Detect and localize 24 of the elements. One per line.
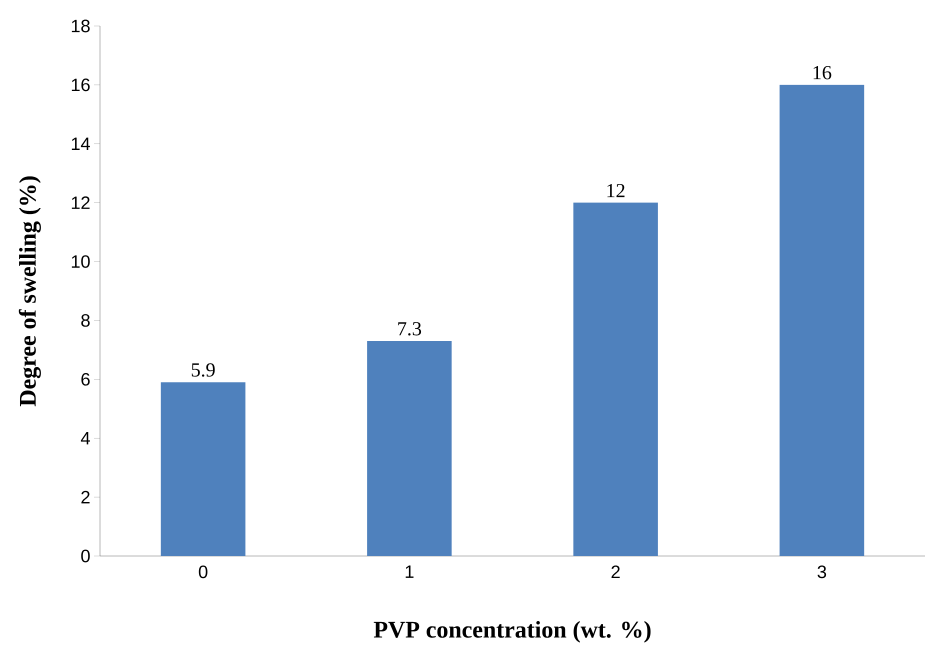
data-label: 12 <box>607 184 624 198</box>
y-axis-title: Degree of swelling (%) <box>18 176 41 406</box>
y-tick-label: 16 <box>72 78 90 92</box>
x-tick-label: 0 <box>198 566 208 578</box>
x-tick-label: 1 <box>406 566 414 578</box>
y-tick-label: 14 <box>72 138 90 150</box>
y-tick-label: 8 <box>81 314 90 327</box>
data-label: 16 <box>814 66 832 80</box>
y-tick-label: 6 <box>81 372 90 386</box>
data-label: 5.9 <box>192 363 215 377</box>
data-label: 7.3 <box>398 322 422 336</box>
y-tick-label: 10 <box>72 255 90 268</box>
y-tick-label: 2 <box>81 490 90 504</box>
y-tick-label: 18 <box>72 20 90 32</box>
bar <box>573 202 658 556</box>
x-axis-title: PVP concentration (wt. %) <box>374 620 651 643</box>
y-tick-label: 12 <box>72 196 90 209</box>
bar <box>160 382 246 556</box>
bar <box>780 84 864 556</box>
x-tick-label: 2 <box>612 566 620 578</box>
y-tick-label: 0 <box>81 550 90 562</box>
bar <box>367 341 452 556</box>
y-tick-label: 4 <box>80 432 90 444</box>
x-tick-label: 3 <box>818 566 826 578</box>
